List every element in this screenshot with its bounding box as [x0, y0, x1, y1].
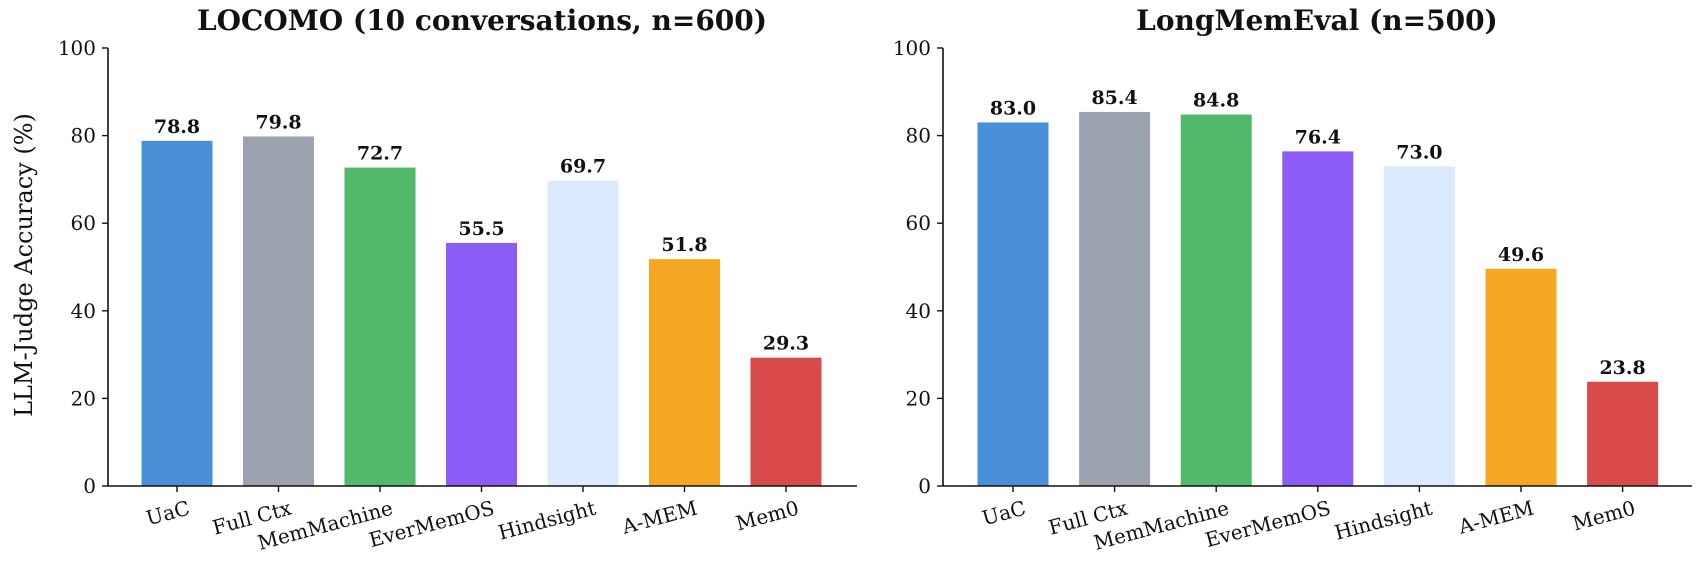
y-axis-title: LLM-Judge Accuracy (%): [10, 113, 38, 417]
bar: [446, 242, 517, 486]
value-label: 51.8: [661, 234, 707, 256]
category-label: A-MEM: [1455, 496, 1536, 539]
bar: [977, 122, 1049, 487]
y-tick-label: 60: [906, 211, 931, 235]
y-tick-label: 0: [83, 474, 96, 498]
value-label: 23.8: [1599, 357, 1645, 379]
y-tick-label: 80: [906, 124, 931, 148]
value-label: 55.5: [458, 218, 504, 240]
category-label: Mem0: [733, 496, 801, 536]
category-label: Hindsight: [496, 496, 599, 545]
bar: [750, 357, 822, 486]
category-label: Mem0: [1570, 496, 1638, 536]
chart-title: LongMemEval (n=500): [1136, 4, 1498, 37]
bar: [141, 140, 213, 486]
chart-panel-locomo: LOCOMO (10 conversations, n=600) 78.8 UaC 7…: [58, 4, 857, 555]
value-label: 49.6: [1498, 244, 1544, 266]
bar: [243, 136, 314, 486]
value-label: 29.3: [763, 333, 809, 355]
bar: [649, 259, 720, 486]
value-label: 78.8: [154, 116, 200, 138]
bar: [547, 180, 619, 487]
category-label: Hindsight: [1332, 496, 1435, 545]
bar: [1282, 151, 1354, 487]
value-label: 83.0: [990, 97, 1036, 119]
bar: [344, 167, 416, 486]
y-tick-label: 20: [906, 386, 931, 410]
y-tick-label: 80: [71, 124, 96, 148]
y-tick-label: 40: [71, 299, 96, 323]
value-label: 85.4: [1091, 87, 1137, 109]
bar: [1079, 111, 1151, 486]
bar: [1180, 114, 1252, 487]
category-label: UaC: [143, 496, 192, 531]
chart-title: LOCOMO (10 conversations, n=600): [197, 4, 767, 37]
y-tick-label: 40: [906, 299, 931, 323]
y-tick-label: 60: [71, 211, 96, 235]
y-tick-label: 100: [893, 36, 931, 60]
value-label: 73.0: [1396, 141, 1442, 163]
value-label: 76.4: [1295, 126, 1341, 148]
bar: [1485, 268, 1557, 486]
value-label: 79.8: [255, 111, 301, 133]
category-label: A-MEM: [618, 496, 699, 539]
category-label: UaC: [979, 496, 1028, 531]
bar: [1587, 381, 1659, 486]
value-label: 69.7: [560, 156, 606, 178]
bar: [1383, 166, 1455, 486]
value-label: 72.7: [357, 143, 403, 165]
y-tick-label: 20: [71, 386, 96, 410]
y-tick-label: 100: [58, 36, 96, 60]
y-tick-label: 0: [918, 474, 931, 498]
value-label: 84.8: [1193, 90, 1239, 112]
